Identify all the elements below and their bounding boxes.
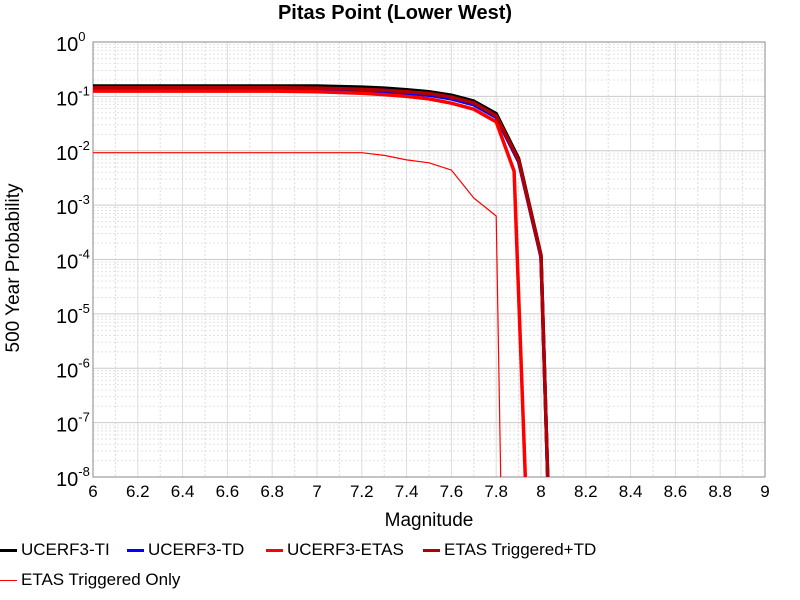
series-line-5	[93, 152, 502, 478]
legend-swatch	[423, 548, 440, 552]
x-axis-label: Magnitude	[385, 510, 474, 531]
x-tick-label: 9	[760, 482, 769, 501]
x-tick-label: 6	[88, 482, 97, 501]
x-tick-label: 8.8	[708, 482, 732, 501]
y-tick-label: 10-7	[56, 410, 90, 437]
x-tick-label: 8.6	[664, 482, 688, 501]
y-tick-label: 10-5	[56, 301, 90, 328]
x-tick-label: 6.6	[216, 482, 240, 501]
y-tick-label: 10-6	[56, 355, 90, 382]
legend-label: UCERF3-TI	[21, 540, 110, 559]
series-line-4	[93, 85, 550, 478]
x-tick-label: 7	[312, 482, 321, 501]
y-tick-label: 10-8	[56, 464, 90, 491]
y-tick-label: 10-3	[56, 192, 90, 219]
legend-label: ETAS Triggered Only	[21, 570, 181, 589]
x-tick-label: 6.4	[171, 482, 195, 501]
legend-item: ETAS Triggered+TD	[423, 540, 596, 560]
y-tick-labels: 100 10-1 10-2 10-3 10-4 10-5 10-6 10-7 10-8	[56, 29, 90, 491]
legend-label: UCERF3-TD	[148, 540, 245, 559]
legend: UCERF3-TI UCERF3-TD UCERF3-ETAS ETAS Trigge…	[0, 532, 800, 600]
chart-title: Pitas Point (Lower West)	[278, 2, 512, 24]
legend-item: UCERF3-TI	[0, 540, 110, 560]
legend-label: ETAS Triggered+TD	[444, 540, 597, 559]
x-tick-label: 6.8	[260, 482, 284, 501]
legend-label: UCERF3-ETAS	[287, 540, 404, 559]
legend-swatch	[266, 548, 283, 552]
x-tick-label: 6.2	[126, 482, 150, 501]
legend-swatch	[0, 579, 17, 581]
chart: Pitas Point (Lower West) 6 6.2 6.4 6.6 6.8 7 7…	[3, 2, 770, 531]
x-tick-label: 8.2	[574, 482, 598, 501]
y-tick-label: 10-1	[56, 83, 90, 110]
series-line-3	[93, 89, 528, 478]
legend-item: ETAS Triggered Only	[0, 570, 180, 590]
y-tick-label: 10-4	[56, 247, 90, 274]
legend-swatch	[127, 548, 144, 552]
x-tick-label: 8	[536, 482, 545, 501]
x-tick-label: 7.2	[350, 482, 374, 501]
plot-frame	[92, 41, 766, 478]
legend-swatch	[0, 548, 17, 552]
x-tick-label: 7.4	[395, 482, 419, 501]
y-tick-label: 10-2	[56, 138, 90, 165]
x-tick-label: 7.8	[484, 482, 508, 501]
series-layer	[93, 84, 550, 478]
x-tick-label: 7.6	[440, 482, 464, 501]
x-tick-label: 8.4	[619, 482, 643, 501]
y-axis-label: 500 Year Probability	[3, 183, 24, 353]
legend-item: UCERF3-ETAS	[266, 540, 404, 560]
series-line-2	[93, 87, 550, 478]
grid	[92, 42, 766, 478]
legend-item: UCERF3-TD	[127, 540, 244, 560]
y-tick-label: 100	[56, 29, 85, 56]
x-tick-labels: 6 6.2 6.4 6.6 6.8 7 7.2 7.4 7.6 7.8 8 8.2 8.4 8.6 8.8 9	[88, 482, 769, 501]
